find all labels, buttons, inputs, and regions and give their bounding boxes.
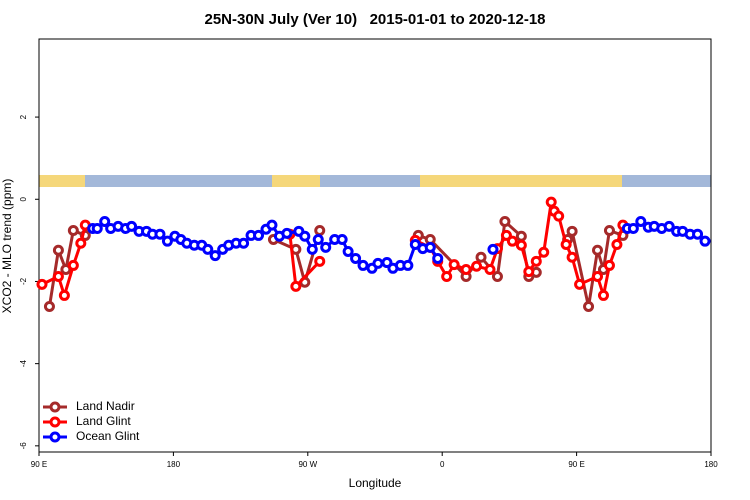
map-strip bbox=[39, 175, 711, 187]
data-point bbox=[592, 271, 604, 283]
data-point bbox=[75, 237, 87, 249]
x-tick-label: 90 E bbox=[568, 460, 584, 469]
data-point bbox=[475, 251, 487, 263]
legend-marker bbox=[49, 416, 61, 428]
data-point bbox=[515, 239, 527, 251]
data-point bbox=[692, 228, 704, 240]
data-point bbox=[603, 259, 615, 271]
land-band bbox=[39, 175, 85, 187]
data-point bbox=[357, 259, 369, 271]
series-line bbox=[272, 230, 322, 288]
plot-frame bbox=[38, 38, 712, 453]
legend-marker bbox=[49, 401, 61, 413]
data-point bbox=[306, 243, 318, 255]
data-point bbox=[611, 238, 623, 250]
data-point bbox=[36, 278, 48, 290]
y-tick-label: -6 bbox=[19, 442, 28, 450]
x-tick-label: 180 bbox=[704, 460, 718, 469]
data-point bbox=[699, 235, 711, 247]
data-point bbox=[52, 271, 64, 283]
data-point bbox=[336, 234, 348, 246]
x-tick-label: 90 W bbox=[298, 460, 317, 469]
data-point bbox=[314, 255, 326, 267]
data-point bbox=[209, 250, 221, 262]
data-point bbox=[67, 259, 79, 271]
data-point bbox=[161, 235, 173, 247]
data-point bbox=[99, 215, 111, 227]
legend-marker bbox=[49, 431, 61, 443]
data-point bbox=[553, 210, 565, 222]
data-point bbox=[663, 220, 675, 232]
data-point bbox=[52, 244, 64, 256]
data-point bbox=[432, 252, 444, 264]
data-point bbox=[491, 271, 503, 283]
y-tick-label: -4 bbox=[19, 360, 28, 368]
data-point bbox=[574, 278, 586, 290]
data-point bbox=[253, 229, 265, 241]
data-point bbox=[506, 235, 518, 247]
x-tick-label: 180 bbox=[167, 460, 181, 469]
x-tick-label: 90 E bbox=[31, 460, 47, 469]
data-point bbox=[342, 245, 354, 257]
chart-title: 25N-30N July (Ver 10) 2015-01-01 to 2020… bbox=[204, 11, 545, 28]
x-axis-label: Longitude bbox=[349, 476, 402, 490]
data-point bbox=[487, 243, 499, 255]
data-point bbox=[523, 266, 535, 278]
legend-label: Land Glint bbox=[76, 414, 131, 428]
data-point bbox=[635, 215, 647, 227]
data-point bbox=[583, 301, 595, 313]
y-tick-label: 0 bbox=[19, 196, 28, 201]
data-point bbox=[448, 259, 460, 271]
y-tick-label: -2 bbox=[19, 277, 28, 285]
data-point bbox=[515, 230, 527, 242]
data-point bbox=[372, 257, 384, 269]
data-point bbox=[91, 222, 103, 234]
data-point bbox=[154, 228, 166, 240]
data-point bbox=[484, 264, 496, 276]
data-point bbox=[67, 225, 79, 237]
data-point bbox=[566, 251, 578, 263]
data-point bbox=[597, 289, 609, 301]
data-point bbox=[530, 255, 542, 267]
data-point bbox=[538, 246, 550, 258]
land-band bbox=[420, 175, 622, 187]
x-tick-label: 0 bbox=[440, 460, 445, 469]
data-point bbox=[402, 259, 414, 271]
land-band bbox=[272, 175, 320, 187]
data-point bbox=[499, 215, 511, 227]
data-point bbox=[424, 241, 436, 253]
data-point bbox=[592, 244, 604, 256]
data-point bbox=[238, 237, 250, 249]
data-point bbox=[266, 219, 278, 231]
data-point bbox=[545, 196, 557, 208]
data-point bbox=[126, 220, 138, 232]
data-point bbox=[560, 238, 572, 250]
data-point bbox=[350, 252, 362, 264]
data-point bbox=[471, 260, 483, 272]
data-point bbox=[566, 225, 578, 237]
data-point bbox=[627, 222, 639, 234]
data-point bbox=[320, 241, 332, 253]
data-point bbox=[314, 225, 326, 237]
data-point bbox=[202, 243, 214, 255]
data-point bbox=[43, 301, 55, 313]
data-point bbox=[299, 230, 311, 242]
y-tick-label: 2 bbox=[19, 114, 28, 119]
data-point bbox=[281, 227, 293, 239]
legend-label: Ocean Glint bbox=[76, 429, 140, 443]
data-point bbox=[58, 289, 70, 301]
data-point bbox=[290, 280, 302, 292]
data-point bbox=[603, 225, 615, 237]
y-axis-label: XCO2 - MLO trend (ppm) bbox=[0, 179, 14, 314]
data-point bbox=[460, 264, 472, 276]
legend-label: Land Nadir bbox=[76, 399, 135, 413]
data-point bbox=[312, 234, 324, 246]
data-point bbox=[441, 271, 453, 283]
